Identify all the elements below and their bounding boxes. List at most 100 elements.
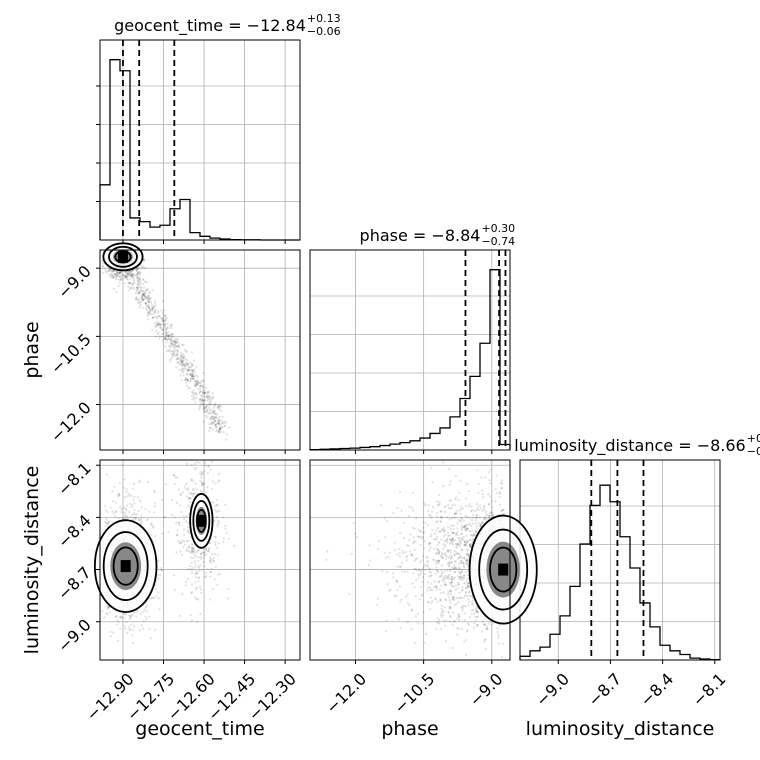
scatter-point — [178, 504, 182, 507]
scatter-point — [465, 527, 468, 530]
scatter-point — [491, 513, 494, 517]
scatter-point — [471, 509, 474, 512]
scatter-point — [467, 582, 470, 585]
scatter-point — [197, 559, 200, 563]
scatter-point — [212, 411, 215, 414]
scatter-point — [135, 286, 139, 290]
scatter-point — [190, 591, 193, 595]
scatter-point — [454, 570, 457, 573]
scatter-point — [437, 551, 440, 554]
scatter-point — [140, 300, 143, 304]
scatter-point — [162, 516, 165, 519]
scatter-point — [210, 570, 213, 574]
scatter-point — [440, 591, 443, 594]
scatter-point — [400, 509, 403, 512]
scatter-point — [162, 320, 165, 323]
scatter-point — [169, 334, 172, 337]
scatter-point — [460, 559, 463, 562]
scatter-point — [475, 530, 478, 534]
scatter-point — [479, 507, 482, 510]
panel-frame — [99, 459, 301, 661]
scatter-point — [194, 492, 197, 495]
scatter-point — [117, 278, 120, 281]
scatter-point — [193, 396, 196, 399]
scatter-point — [138, 291, 141, 294]
scatter-point — [212, 557, 215, 560]
scatter-point — [429, 514, 432, 518]
scatter-point — [435, 520, 438, 523]
scatter-point — [142, 265, 145, 269]
scatter-point — [199, 405, 202, 408]
scatter-point — [200, 476, 203, 479]
scatter-point — [111, 274, 114, 277]
scatter-point — [397, 618, 400, 621]
scatter-point — [462, 562, 465, 565]
scatter-point — [134, 291, 137, 294]
scatter-point — [221, 422, 224, 425]
scatter-point — [206, 391, 210, 394]
scatter-point — [460, 533, 463, 536]
scatter-point — [164, 337, 167, 340]
scatter-point — [136, 273, 139, 276]
scatter-point — [105, 525, 108, 528]
scatter-point — [393, 541, 396, 544]
scatter-point — [217, 404, 220, 407]
scatter-point — [111, 270, 114, 273]
scatter-point — [109, 506, 112, 509]
scatter-point — [190, 591, 193, 594]
scatter-point — [186, 495, 189, 498]
scatter-point — [159, 573, 162, 577]
scatter-point — [488, 511, 491, 515]
scatter-point — [420, 559, 423, 562]
scatter-point — [449, 549, 452, 552]
scatter-point — [190, 543, 193, 546]
scatter-point — [169, 324, 173, 327]
scatter-point — [192, 480, 195, 483]
scatter-point — [483, 506, 486, 509]
scatter-point — [133, 282, 136, 285]
scatter-point — [112, 287, 115, 291]
scatter-point — [123, 275, 126, 278]
scatter-point — [490, 500, 493, 503]
scatter-point — [175, 533, 179, 537]
scatter-point — [215, 426, 218, 429]
scatter-point — [104, 509, 107, 512]
scatter-point — [210, 420, 214, 423]
scatter-point — [175, 501, 179, 504]
scatter-point — [112, 269, 116, 272]
scatter-point — [189, 380, 192, 383]
scatter-point — [146, 289, 149, 292]
scatter-point — [190, 391, 194, 394]
scatter-point — [137, 285, 140, 288]
scatter-point — [161, 339, 164, 342]
scatter-point — [437, 504, 440, 507]
scatter-point — [150, 301, 153, 304]
scatter-point — [173, 354, 176, 358]
scatter-point — [141, 296, 144, 299]
scatter-point — [185, 462, 188, 465]
scatter-point — [135, 273, 138, 276]
scatter-point — [162, 323, 165, 327]
scatter-point — [137, 276, 140, 279]
scatter-point — [457, 537, 460, 540]
scatter-point — [441, 571, 444, 575]
scatter-point — [451, 611, 455, 614]
scatter-point — [142, 283, 145, 286]
scatter-point — [465, 552, 468, 555]
scatter-point — [440, 516, 443, 520]
scatter-point — [152, 525, 155, 528]
scatter-point — [116, 272, 119, 275]
scatter-point — [480, 476, 483, 479]
x-tick-label: −9.0 — [532, 669, 573, 710]
scatter-point — [146, 313, 150, 316]
scatter-point — [210, 421, 213, 425]
scatter-point — [141, 298, 144, 301]
scatter-point — [159, 322, 162, 326]
scatter-point — [208, 426, 211, 429]
scatter-point — [463, 556, 466, 559]
scatter-point — [464, 582, 467, 585]
scatter-point — [219, 427, 222, 430]
scatter-point — [205, 491, 208, 494]
scatter-point — [454, 584, 457, 587]
scatter-point — [124, 276, 127, 279]
